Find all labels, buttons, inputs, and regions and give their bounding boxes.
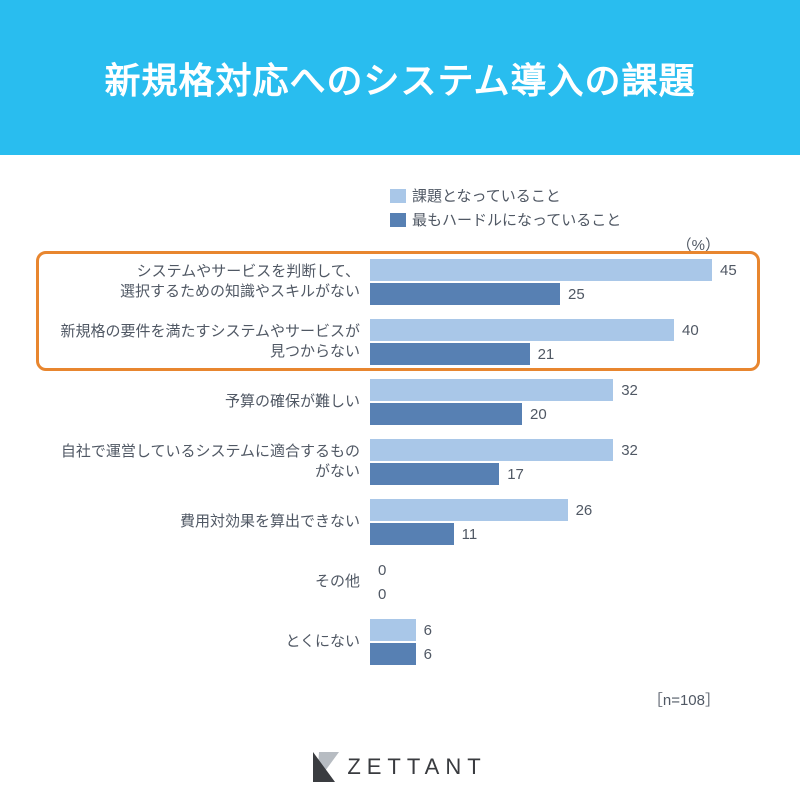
bar [370, 283, 560, 305]
bar [370, 259, 712, 281]
legend-label: 課題となっていること [412, 185, 561, 206]
bar-line: 32 [370, 439, 750, 461]
bar-value: 11 [462, 526, 478, 543]
bar-line: 40 [370, 319, 750, 341]
bar-value: 32 [621, 382, 638, 399]
bar [370, 319, 674, 341]
legend-label: 最もハードルになっていること [412, 209, 621, 230]
bar-line: 20 [370, 403, 750, 425]
row-label: とくにない [50, 632, 370, 652]
row-label: システムやサービスを判断して、選択するための知識やスキルがない [50, 262, 370, 303]
row-label: その他 [50, 572, 370, 592]
row-label: 自社で運営しているシステムに適合するものがない [50, 442, 370, 483]
bar-value: 6 [424, 646, 432, 663]
bar-line: 17 [370, 463, 750, 485]
row-bars: 26 11 [370, 499, 750, 545]
bar-value: 20 [530, 406, 547, 423]
chart-area: 課題となっていること 最もハードルになっていること （%） システムやサービスを… [0, 155, 800, 720]
legend-swatch-icon [390, 189, 406, 203]
bar [370, 343, 530, 365]
bar [370, 439, 613, 461]
bar-value: 0 [378, 586, 386, 603]
chart-row: 予算の確保が難しい 32 20 [50, 379, 750, 425]
page-title: 新規格対応へのシステム導入の課題 [105, 52, 696, 104]
footer-logo: ZETTANT [0, 752, 800, 782]
legend-item: 最もハードルになっていること [390, 209, 750, 230]
sample-size: ［n=108］ [50, 689, 720, 710]
chart-row: 新規格の要件を満たすシステムやサービスが見つからない 40 21 [50, 319, 750, 365]
chart-row: とくにない66 [50, 619, 750, 665]
row-label: 予算の確保が難しい [50, 392, 370, 412]
bar-line: 6 [370, 643, 750, 665]
chart-row: その他00 [50, 559, 750, 605]
bar-value: 45 [720, 262, 737, 279]
bar [370, 403, 522, 425]
bar-line: 32 [370, 379, 750, 401]
bar-line: 0 [370, 559, 750, 581]
legend-item: 課題となっていること [390, 185, 750, 206]
bar [370, 619, 416, 641]
row-bars: 66 [370, 619, 750, 665]
bar [370, 463, 499, 485]
bar [370, 499, 568, 521]
bar-line: 11 [370, 523, 750, 545]
chart-rows: システムやサービスを判断して、選択するための知識やスキルがない 45 25 新規格の要… [50, 259, 750, 665]
row-bars: 00 [370, 559, 750, 605]
bar-value: 40 [682, 322, 699, 339]
bar-value: 26 [576, 502, 593, 519]
chart-row: 自社で運営しているシステムに適合するものがない 32 17 [50, 439, 750, 485]
bar-line: 6 [370, 619, 750, 641]
bar-value: 21 [538, 346, 555, 363]
brand-logo-icon [313, 752, 339, 782]
bar-value: 17 [507, 466, 524, 483]
brand-name: ZETTANT [347, 754, 486, 780]
row-bars: 40 21 [370, 319, 750, 365]
bar [370, 643, 416, 665]
row-bars: 32 17 [370, 439, 750, 485]
bar [370, 523, 454, 545]
bar-value: 0 [378, 562, 386, 579]
bar-line: 26 [370, 499, 750, 521]
row-bars: 45 25 [370, 259, 750, 305]
unit-label: （%） [50, 234, 720, 255]
legend-swatch-icon [390, 213, 406, 227]
header-band: 新規格対応へのシステム導入の課題 [0, 0, 800, 155]
bar-value: 6 [424, 622, 432, 639]
row-label: 費用対効果を算出できない [50, 512, 370, 532]
chart-row: 費用対効果を算出できない 26 11 [50, 499, 750, 545]
bar-line: 21 [370, 343, 750, 365]
chart-legend: 課題となっていること 最もハードルになっていること [390, 185, 750, 230]
bar-line: 25 [370, 283, 750, 305]
row-bars: 32 20 [370, 379, 750, 425]
bar-line: 0 [370, 583, 750, 605]
chart-row: システムやサービスを判断して、選択するための知識やスキルがない 45 25 [50, 259, 750, 305]
row-label: 新規格の要件を満たすシステムやサービスが見つからない [50, 322, 370, 363]
bar-value: 25 [568, 286, 585, 303]
bar-line: 45 [370, 259, 750, 281]
bar [370, 379, 613, 401]
bar-value: 32 [621, 442, 638, 459]
